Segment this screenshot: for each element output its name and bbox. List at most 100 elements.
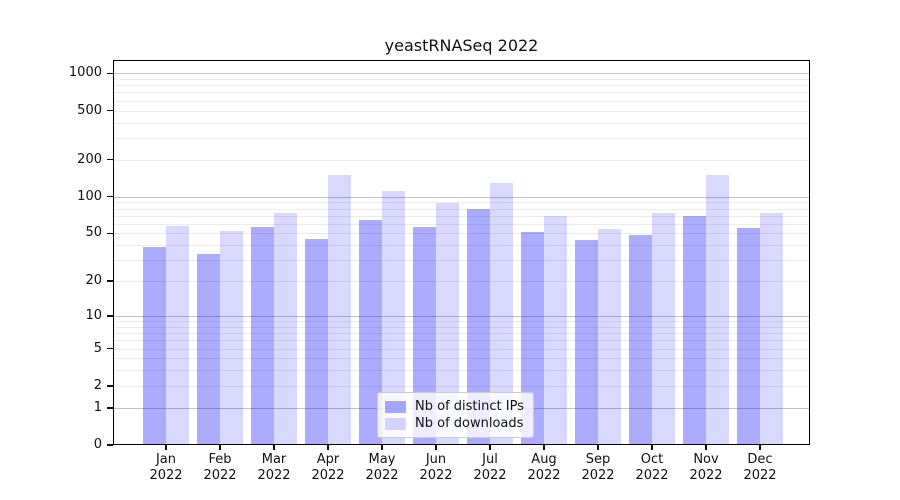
plot-area: Nb of distinct IPs Nb of downloads: [113, 60, 810, 445]
bar-downloads-jul: [490, 182, 513, 445]
x-tick-year: 2022: [203, 468, 237, 483]
x-tick-month: Jan: [155, 452, 177, 467]
y-tick-mark-50: [107, 232, 113, 235]
x-tick-mark-oct: [651, 445, 653, 450]
x-tick-mark-may: [381, 445, 383, 450]
x-tick-year: 2022: [257, 468, 291, 483]
x-tick-label-may: May 2022: [355, 452, 409, 484]
legend-entry-distinct-ips: Nb of distinct IPs: [385, 398, 524, 415]
y-tick-label-1000: 1000: [68, 65, 102, 81]
bar-downloads-nov: [706, 175, 729, 445]
x-tick-mark-jan: [165, 445, 167, 450]
y-tick-label-50: 50: [85, 225, 102, 241]
bar-distinct-ips-jul: [467, 208, 490, 445]
x-tick-label-jul: Jul 2022: [463, 452, 517, 484]
x-tick-mark-jun: [435, 445, 437, 450]
y-tick-label-0: 0: [93, 437, 102, 452]
x-tick-month: Jul: [482, 452, 498, 467]
x-tick-label-oct: Oct 2022: [625, 452, 679, 484]
bar-downloads-sep: [598, 229, 621, 445]
legend-swatch-distinct-ips: [385, 400, 406, 413]
major-gridline-100: [113, 196, 810, 198]
y-tick-mark-500: [107, 109, 113, 112]
chart-title: yeastRNASeq 2022: [384, 36, 539, 55]
x-tick-label-sep: Sep 2022: [571, 452, 625, 484]
bar-distinct-ips-apr: [305, 239, 328, 445]
minor-gridline-80: [113, 208, 810, 210]
major-gridline-1000: [113, 73, 810, 75]
y-tick-label-200: 200: [77, 151, 102, 167]
x-tick-mark-apr: [327, 445, 329, 450]
bar-downloads-feb: [220, 231, 243, 445]
y-tick-label-10: 10: [85, 308, 102, 323]
minor-gridline-7: [113, 333, 810, 335]
y-tick-mark-2: [107, 385, 113, 387]
x-tick-mark-jul: [489, 445, 491, 450]
x-tick-year: 2022: [473, 468, 507, 483]
minor-gridline-200: [113, 159, 810, 161]
x-tick-year: 2022: [365, 468, 399, 483]
x-tick-year: 2022: [743, 468, 777, 483]
x-tick-year: 2022: [581, 468, 615, 483]
y-tick-mark-200: [107, 158, 113, 161]
bar-downloads-may: [382, 190, 405, 445]
minor-gridline-50: [113, 233, 810, 235]
y-tick-label-5: 5: [93, 340, 102, 356]
y-tick-label-100: 100: [77, 188, 102, 204]
bar-downloads-jun: [436, 202, 459, 445]
x-tick-month: Nov: [693, 452, 719, 467]
x-tick-label-feb: Feb 2022: [193, 452, 247, 484]
y-tick-mark-0: [107, 444, 113, 446]
x-tick-month: Aug: [531, 452, 557, 467]
minor-gridline-500: [113, 110, 810, 112]
minor-gridline-90: [113, 202, 810, 204]
bar-distinct-ips-oct: [629, 234, 652, 445]
y-tick-mark-100: [107, 195, 113, 198]
legend-label: Nb of distinct IPs: [415, 399, 524, 414]
minor-gridline-6: [113, 340, 810, 342]
x-tick-month: Dec: [747, 452, 773, 467]
bar-downloads-apr: [328, 175, 351, 445]
x-tick-label-apr: Apr 2022: [301, 452, 355, 484]
y-tick-label-20: 20: [85, 273, 102, 289]
x-tick-month: Oct: [640, 452, 664, 467]
x-tick-mark-mar: [273, 445, 275, 450]
x-tick-mark-sep: [597, 445, 599, 450]
bar-distinct-ips-feb: [197, 253, 220, 445]
y-tick-mark-1: [107, 407, 113, 409]
y-tick-label-500: 500: [77, 102, 102, 118]
x-tick-year: 2022: [149, 468, 183, 483]
minor-gridline-70: [113, 215, 810, 217]
minor-gridline-300: [113, 137, 810, 139]
minor-gridline-60: [113, 223, 810, 225]
minor-gridline-4: [113, 358, 810, 360]
legend: Nb of distinct IPs Nb of downloads: [377, 392, 534, 438]
x-tick-year: 2022: [527, 468, 561, 483]
bar-distinct-ips-nov: [683, 215, 706, 445]
y-tick-label-2: 2: [93, 377, 102, 393]
x-tick-label-mar: Mar 2022: [247, 452, 301, 484]
bar-distinct-ips-jan: [143, 246, 166, 445]
x-tick-label-aug: Aug 2022: [517, 452, 571, 484]
bar-distinct-ips-jun: [413, 226, 436, 445]
y-tick-mark-10: [107, 315, 113, 317]
x-tick-label-dec: Dec 2022: [733, 452, 787, 484]
x-tick-mark-feb: [219, 445, 221, 450]
y-tick-mark-20: [107, 280, 113, 282]
minor-gridline-900: [113, 78, 810, 80]
bar-downloads-dec: [760, 212, 783, 445]
x-tick-mark-aug: [543, 445, 545, 450]
x-tick-year: 2022: [311, 468, 345, 483]
x-tick-label-nov: Nov 2022: [679, 452, 733, 484]
x-tick-month: Mar: [261, 452, 287, 467]
minor-gridline-30: [113, 260, 810, 262]
bar-distinct-ips-may: [359, 219, 382, 445]
x-tick-month: Feb: [208, 452, 232, 467]
minor-gridline-2: [113, 385, 810, 387]
x-tick-mark-dec: [759, 445, 761, 450]
x-tick-year: 2022: [419, 468, 453, 483]
minor-gridline-20: [113, 281, 810, 283]
y-tick-label-1: 1: [93, 399, 102, 415]
x-tick-label-jun: Jun 2022: [409, 452, 463, 484]
major-gridline-10: [113, 316, 810, 317]
